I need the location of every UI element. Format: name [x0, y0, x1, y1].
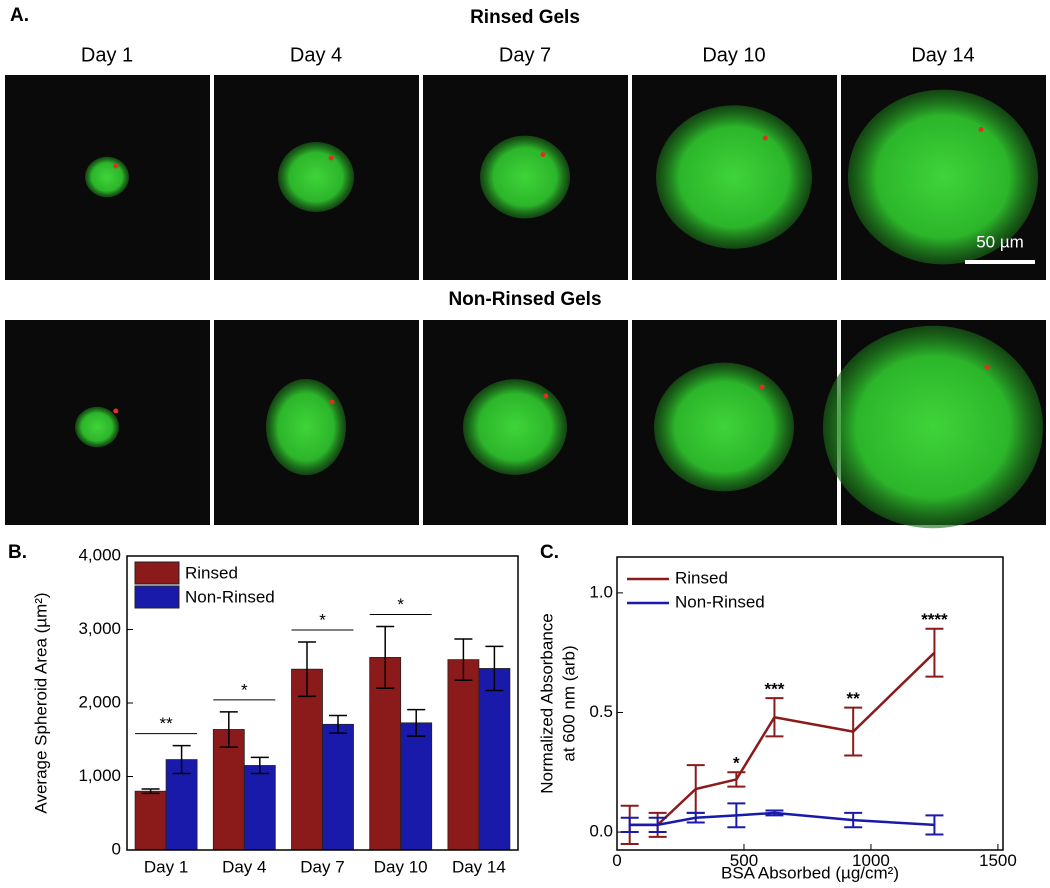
bar	[322, 723, 354, 851]
y-tick-label: 3,000	[78, 619, 121, 638]
y-tick-label: 2,000	[78, 692, 121, 711]
x-tick-label: 500	[730, 851, 758, 870]
dead-cell	[329, 399, 335, 405]
y-axis-label: at 600 nm (arb)	[559, 645, 578, 761]
x-tick-label: Day 10	[374, 857, 428, 876]
y-tick-label: 1,000	[78, 766, 121, 785]
column-title: Day 1	[81, 44, 133, 66]
legend-swatch	[134, 561, 180, 585]
column-title: Day 7	[499, 44, 551, 66]
spheroid	[266, 379, 346, 475]
plot-frame	[616, 556, 1004, 851]
x-tick-label: Day 1	[144, 857, 188, 876]
spheroid	[848, 89, 1038, 265]
row-title: Non-Rinsed Gels	[448, 289, 601, 310]
dead-cell	[540, 152, 546, 157]
spheroid	[278, 142, 354, 212]
bar	[134, 790, 167, 851]
y-tick-label: 0	[112, 839, 121, 858]
y-tick-label: 0.0	[589, 822, 613, 841]
plot-frame	[126, 555, 519, 851]
dead-cell	[978, 127, 984, 132]
x-tick-label: Day 14	[452, 857, 506, 876]
significance: *	[397, 595, 404, 614]
dead-cell	[984, 364, 990, 370]
spheroid	[75, 406, 119, 448]
bar	[369, 657, 402, 851]
significance: *	[733, 754, 740, 773]
bar	[447, 659, 480, 851]
scale-bar-label: 50 µm	[976, 232, 1024, 251]
panel-label: A.	[10, 5, 29, 26]
x-axis-label: BSA Absorbed (µg/cm²)	[721, 863, 899, 882]
dead-cell	[113, 408, 119, 414]
significance: **	[159, 714, 173, 733]
significance: ***	[765, 680, 785, 699]
x-tick-label: Day 4	[222, 857, 266, 876]
line	[629, 651, 936, 827]
bar	[243, 765, 276, 851]
dead-cell	[759, 384, 765, 390]
bar	[212, 729, 245, 851]
legend-swatch	[134, 585, 180, 609]
dead-cell	[113, 163, 119, 169]
x-tick-label: 1000	[852, 851, 890, 870]
x-tick-label: 1500	[979, 851, 1017, 870]
y-axis-label: Normalized Absorbance	[537, 613, 556, 793]
spheroid	[654, 362, 794, 492]
x-tick-label: Day 7	[300, 857, 344, 876]
row-title: Rinsed Gels	[470, 7, 580, 28]
dead-cell	[328, 155, 334, 161]
spheroid	[656, 105, 812, 249]
bar	[478, 668, 511, 851]
spheroid	[823, 325, 1043, 529]
spheroid	[463, 379, 567, 475]
legend-label: Rinsed	[675, 568, 728, 587]
y-axis-label: Average Spheroid Area (µm²)	[31, 592, 50, 813]
significance: *	[319, 610, 326, 629]
dead-cell	[543, 393, 549, 399]
x-tick-label: 0	[612, 851, 621, 870]
legend-label: Non-Rinsed	[185, 587, 275, 606]
spheroid	[480, 135, 570, 219]
y-tick-label: 1.0	[589, 582, 613, 601]
y-tick-label: 0.5	[589, 702, 613, 721]
column-title: Day 4	[290, 44, 342, 66]
panel-label: B.	[8, 542, 27, 563]
legend-label: Rinsed	[185, 563, 238, 582]
legend-label: Non-Rinsed	[675, 592, 765, 611]
spheroid	[85, 156, 129, 198]
significance: ****	[921, 610, 948, 629]
dead-cell	[762, 135, 768, 141]
column-title: Day 14	[911, 44, 974, 66]
panel-label: C.	[540, 542, 559, 563]
y-tick-label: 4,000	[78, 545, 121, 564]
significance: *	[241, 680, 248, 699]
column-title: Day 10	[702, 44, 765, 66]
bar	[400, 722, 433, 851]
significance: **	[847, 689, 861, 708]
